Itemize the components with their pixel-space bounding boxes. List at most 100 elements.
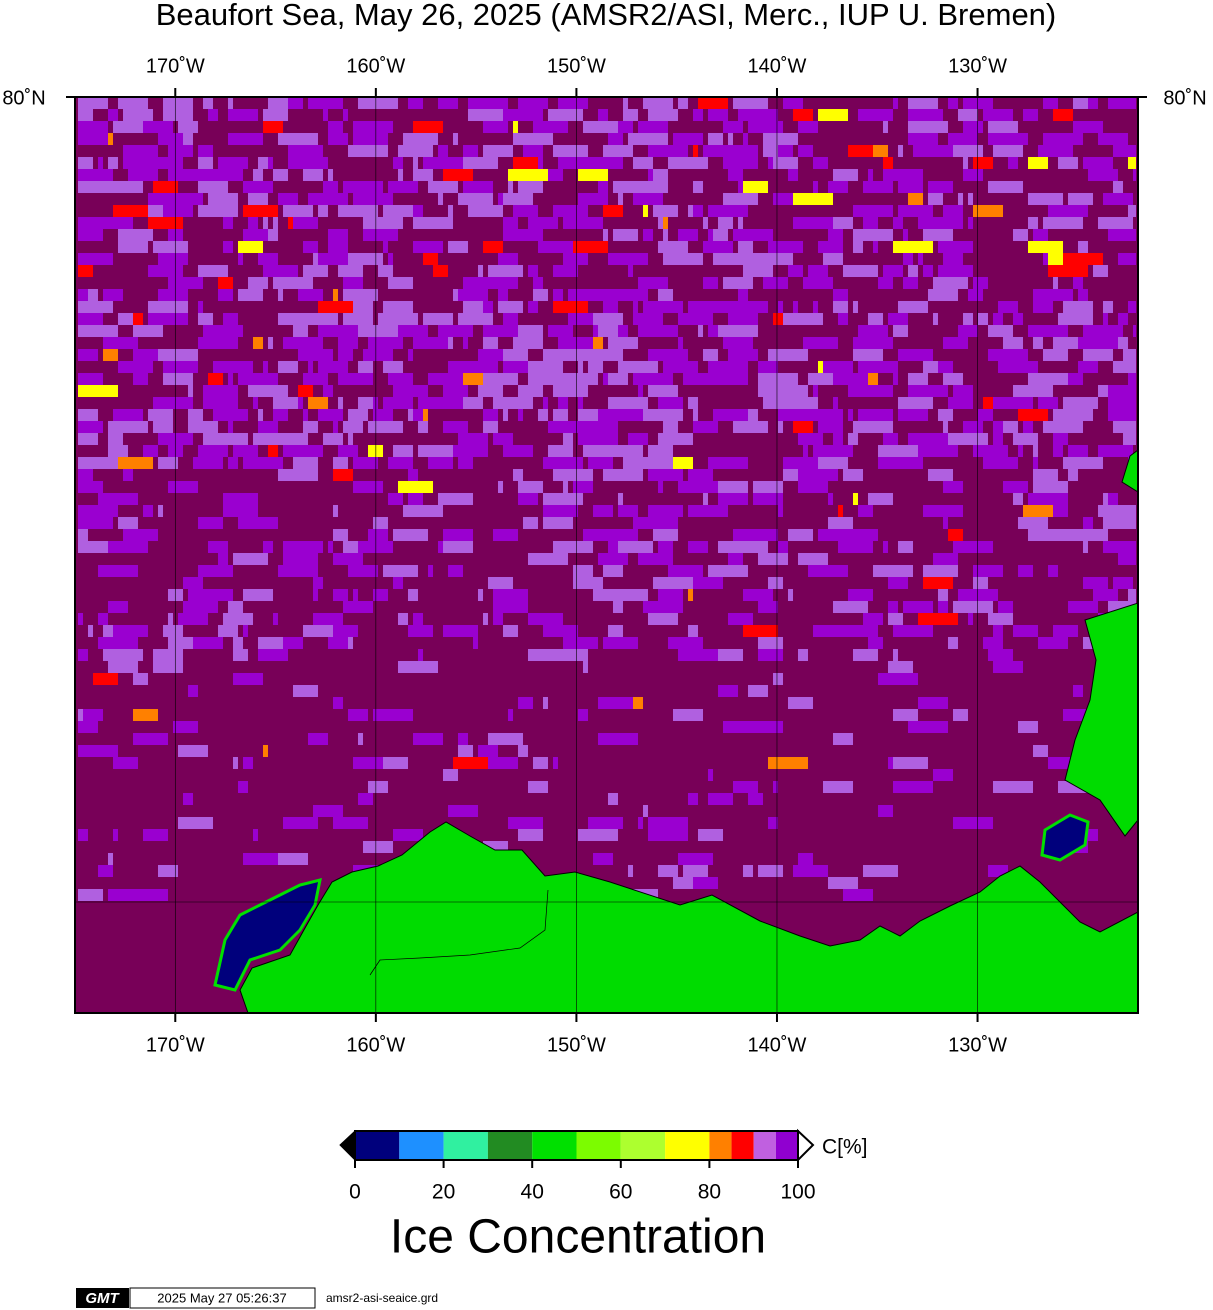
ice-cell: [738, 145, 758, 157]
ice-cell: [858, 385, 893, 397]
ice-cell: [993, 145, 1023, 157]
ice-cell: [738, 109, 778, 121]
ice-cell: [1103, 313, 1108, 325]
ice-cell: [858, 109, 893, 121]
ice-cell: [133, 673, 148, 685]
ice-cell: [618, 493, 623, 505]
ice-cell: [503, 229, 508, 241]
ice-cell: [403, 133, 438, 145]
colorbar-segment: [576, 1131, 621, 1160]
ice-cell: [1053, 277, 1058, 289]
ice-cell: [163, 97, 193, 109]
ice-cell: [953, 145, 978, 157]
ice-cell: [843, 313, 848, 325]
ice-cell: [778, 145, 793, 157]
ice-cell: [1108, 97, 1136, 109]
ice-cell: [1098, 445, 1133, 457]
ice-cell: [833, 373, 838, 385]
ice-cell: [1023, 109, 1038, 121]
ice-cell: [333, 457, 348, 469]
ice-cell: [903, 229, 908, 241]
ice-cell: [718, 541, 743, 553]
ice-cell: [893, 325, 908, 337]
ice-cell: [728, 313, 758, 325]
ice-cell: [158, 133, 183, 145]
ice-cell: [1048, 565, 1058, 577]
ice-cell: [348, 709, 368, 721]
ice-cell: [293, 685, 318, 697]
ice-cell: [1033, 289, 1073, 301]
ice-cell: [78, 229, 103, 241]
ice-cell: [583, 481, 593, 493]
ice-cell: [428, 181, 458, 193]
ice-cell: [158, 349, 198, 361]
ice-cell: [288, 145, 323, 157]
ice-cell: [1038, 637, 1068, 649]
ice-cell: [303, 373, 328, 385]
ice-cell: [893, 781, 933, 793]
ice-cell: [878, 445, 918, 457]
ice-cell: [98, 217, 133, 229]
ice-cell: [808, 265, 828, 277]
ice-cell: [718, 685, 738, 697]
ice-cell: [1053, 109, 1073, 121]
ice-cell: [78, 133, 108, 145]
ice-cell: [883, 157, 893, 169]
ice-cell: [133, 709, 158, 721]
ice-cell: [78, 97, 108, 109]
colorbar-frame: [354, 1130, 799, 1161]
lon-label: 130˚W: [948, 55, 1007, 77]
ice-cell: [1113, 361, 1136, 373]
ice-cell: [373, 709, 413, 721]
ice-cell: [338, 373, 373, 385]
ice-cell: [413, 409, 423, 421]
ice-cell: [158, 457, 178, 469]
colorbar-segment: [709, 1131, 732, 1160]
ice-cell: [373, 589, 388, 601]
ice-cell: [218, 157, 248, 169]
ice-cell: [198, 445, 228, 457]
ice-cell: [318, 253, 348, 265]
ice-cell: [883, 541, 888, 553]
ice-cell: [1063, 253, 1103, 265]
ice-cell: [723, 193, 758, 205]
ice-cell: [458, 745, 473, 757]
ice-cell: [298, 385, 313, 397]
ice-cell: [593, 337, 603, 349]
lat-label: 80˚N: [2, 87, 45, 109]
ice-cell: [763, 397, 798, 409]
ice-cell: [108, 433, 123, 445]
ice-cell: [333, 553, 363, 565]
ice-cell: [673, 457, 693, 469]
ice-cell: [253, 337, 263, 349]
ice-cell: [923, 229, 953, 241]
ice-cell: [938, 217, 943, 229]
ice-cell: [543, 493, 583, 505]
ice-cell: [618, 541, 653, 553]
ice-cell: [618, 121, 633, 133]
ice-cell: [493, 601, 528, 613]
ice-cell: [613, 601, 623, 613]
lon-label: 170˚W: [146, 55, 205, 77]
ice-cell: [133, 325, 163, 337]
ice-cell: [498, 253, 518, 265]
ice-cell: [228, 601, 243, 613]
ice-cell: [488, 577, 513, 589]
ice-cell: [908, 721, 948, 733]
ice-cell: [363, 565, 378, 577]
ice-cell: [278, 469, 318, 481]
ice-cell: [228, 109, 258, 121]
ice-cell: [383, 205, 413, 217]
ice-cell: [653, 529, 678, 541]
ice-cell: [228, 97, 233, 109]
ice-cell: [958, 109, 978, 121]
ice-cell: [188, 589, 218, 601]
ice-cell: [938, 601, 948, 613]
ice-cell: [693, 421, 718, 433]
ice-cell: [253, 397, 258, 409]
ice-cell: [303, 409, 308, 421]
ice-cell: [608, 541, 618, 553]
ice-cell: [148, 205, 163, 217]
ice-cell: [1098, 505, 1123, 517]
ice-cell: [598, 697, 633, 709]
